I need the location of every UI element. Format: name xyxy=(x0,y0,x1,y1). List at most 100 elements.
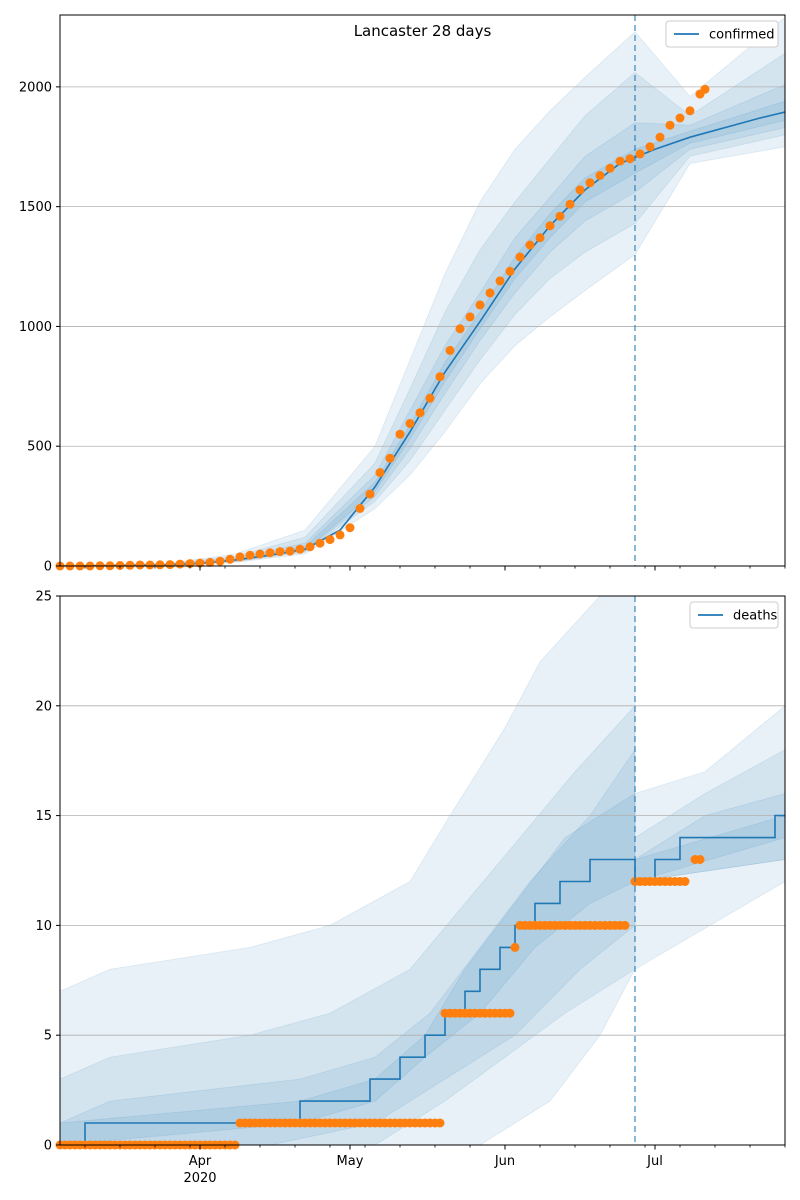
observed-point xyxy=(325,535,335,545)
observed-point xyxy=(335,530,345,540)
deaths-legend: deaths xyxy=(689,601,779,629)
observed-point xyxy=(125,560,135,570)
x-tick-label: Jun xyxy=(494,1154,515,1169)
confirmed-legend: confirmed xyxy=(665,20,779,48)
observed-point xyxy=(475,300,485,310)
observed-point xyxy=(510,942,520,952)
observed-point xyxy=(305,542,315,552)
observed-point xyxy=(505,1008,515,1018)
observed-point xyxy=(655,132,665,142)
observed-point xyxy=(565,199,575,209)
y-tick-label: 500 xyxy=(27,440,52,455)
y-tick-label: 5 xyxy=(44,1029,52,1044)
observed-point xyxy=(515,252,525,262)
observed-point xyxy=(495,276,505,286)
observed-point xyxy=(625,154,635,164)
observed-point xyxy=(695,855,705,864)
deaths-y-ticks: 0 5 10 15 20 25 xyxy=(35,590,60,1154)
deaths-uncertainty-bands xyxy=(60,596,785,1145)
observed-point xyxy=(435,1118,445,1128)
legend-box xyxy=(665,20,779,48)
observed-point xyxy=(165,560,175,570)
uncertainty-band-3 xyxy=(60,84,785,566)
observed-point xyxy=(415,408,425,418)
confirmed-observed-points xyxy=(55,84,710,571)
observed-point xyxy=(685,106,695,116)
observed-point xyxy=(395,429,405,439)
legend-label: confirmed xyxy=(709,28,775,43)
legend-box xyxy=(689,601,779,629)
observed-point xyxy=(145,560,155,570)
observed-point xyxy=(455,324,465,334)
confirmed-uncertainty-bands xyxy=(60,16,785,566)
uncertainty-band-2 xyxy=(60,52,785,566)
observed-point xyxy=(385,453,395,463)
x-tick-label: Apr xyxy=(189,1154,212,1169)
observed-point xyxy=(700,84,710,94)
observed-point xyxy=(505,266,515,276)
observed-point xyxy=(275,547,285,557)
observed-point xyxy=(435,372,445,382)
observed-point xyxy=(285,546,295,556)
legend-label: deaths xyxy=(733,609,778,624)
observed-point xyxy=(245,550,255,560)
observed-point xyxy=(485,288,495,298)
observed-point xyxy=(375,468,385,478)
observed-point xyxy=(425,393,435,403)
observed-point xyxy=(525,240,535,250)
observed-point xyxy=(675,113,685,123)
chart-title: Lancaster 28 days xyxy=(354,22,492,40)
deaths-x-ticks: Apr 2020 May Jun Jul xyxy=(84,1145,786,1186)
observed-point xyxy=(215,556,225,566)
y-tick-label: 10 xyxy=(35,919,52,934)
observed-point xyxy=(595,171,605,180)
x-tick-label: Jul xyxy=(646,1154,663,1169)
observed-point xyxy=(585,178,595,188)
y-tick-label: 2000 xyxy=(19,80,52,95)
confirmed-x-ticks xyxy=(84,566,786,571)
observed-point xyxy=(665,120,675,130)
observed-point xyxy=(555,211,565,221)
confirmed-axes-frame xyxy=(59,14,786,567)
deaths-gridlines xyxy=(60,705,785,1036)
observed-point xyxy=(405,419,415,428)
observed-point xyxy=(225,554,235,564)
observed-point xyxy=(315,538,325,548)
observed-point xyxy=(175,559,185,569)
observed-point xyxy=(605,163,615,173)
observed-point xyxy=(680,877,690,886)
y-tick-label: 25 xyxy=(35,590,52,605)
observed-point xyxy=(155,560,165,570)
x-tick-year-label: 2020 xyxy=(183,1171,216,1186)
observed-point xyxy=(265,548,275,558)
x-tick-label: May xyxy=(337,1154,364,1169)
observed-point xyxy=(205,557,215,567)
deaths-panel: 0 5 10 15 20 25 Apr 2020 May Jun Jul deaths xyxy=(35,590,786,1186)
uncertainty-band-4 xyxy=(60,792,785,1145)
observed-point xyxy=(235,552,245,562)
observed-point xyxy=(345,523,355,533)
y-tick-label: 0 xyxy=(44,560,52,575)
y-tick-label: 0 xyxy=(44,1139,52,1154)
uncertainty-band-1 xyxy=(60,596,785,1145)
observed-point xyxy=(635,149,645,159)
confirmed-y-ticks: 0 500 1000 1500 2000 xyxy=(19,80,60,575)
uncertainty-band-1 xyxy=(60,16,785,566)
y-tick-label: 1500 xyxy=(19,200,52,215)
uncertainty-band-4 xyxy=(60,100,785,566)
observed-point xyxy=(365,489,375,499)
observed-point xyxy=(575,185,585,195)
y-tick-label: 20 xyxy=(35,699,52,714)
observed-point xyxy=(355,504,365,513)
observed-point xyxy=(620,920,630,930)
observed-point xyxy=(545,221,555,231)
y-tick-label: 15 xyxy=(35,809,52,824)
deaths-axes-frame xyxy=(59,595,786,1146)
observed-point xyxy=(255,549,265,559)
y-tick-label: 1000 xyxy=(19,320,52,335)
observed-point xyxy=(445,345,455,355)
observed-point xyxy=(295,544,305,554)
observed-point xyxy=(615,156,625,166)
confirmed-gridlines xyxy=(60,86,785,447)
